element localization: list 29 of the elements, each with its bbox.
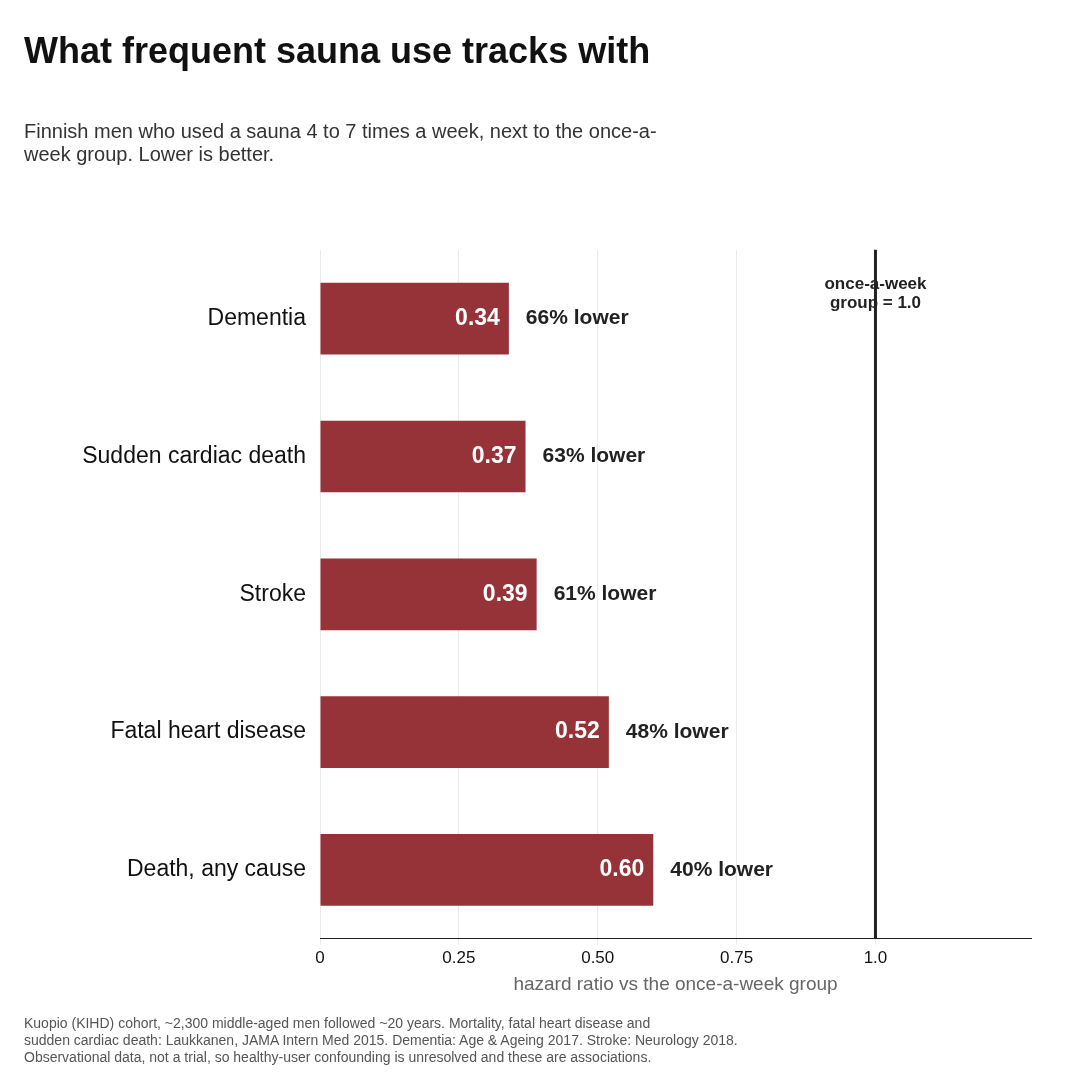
annotation: 66% lower <box>525 305 629 329</box>
text: Kuopio (KIHD) cohort, ~2,300 middle-aged men followed ~20 years. Mortality, fatal heart disease and sudden cardiac death: Laukkanen, JAMA Intern Med 2015. Dementia: Age & Ageing 2017. Stroke: Neurology 2018. Observational data, not a trial, so healthy-user confounding is unresolved and these are associations. <box>24 1015 738 1066</box>
data-label: 0.34 <box>455 304 501 331</box>
x-axis-title: hazard ratio vs the once-a-week group <box>513 972 838 994</box>
x-tick-label: 0.25 <box>442 947 476 967</box>
bar <box>320 282 509 355</box>
bar <box>320 420 526 493</box>
data-label: 0.60 <box>599 855 645 882</box>
y-tick-label: Sudden cardiac death <box>82 441 306 468</box>
data-label: 0.37 <box>471 441 517 468</box>
data-label: 0.39 <box>482 579 528 606</box>
bar <box>320 558 537 631</box>
y-tick-label: Stroke <box>239 579 306 606</box>
y-tick-label: Fatal heart disease <box>110 717 306 744</box>
bar <box>320 696 609 768</box>
y-tick-label: Death, any cause <box>126 855 306 882</box>
x-tick-label: 0.75 <box>720 947 754 967</box>
x-tick-label: 1.0 <box>863 947 888 967</box>
chart-title: What frequent sauna use tracks with <box>24 30 651 72</box>
chart-subtitle: Finnish men who used a sauna 4 to 7 times a week, next to the once-a-week group. Lower is better. <box>24 120 658 166</box>
annotation: 48% lower <box>625 718 729 742</box>
x-tick-label: 0 <box>315 947 325 967</box>
y-tick-label: Dementia <box>207 304 307 331</box>
annotation: 40% lower <box>670 856 773 880</box>
bar <box>320 834 654 906</box>
data-label: 0.52 <box>555 717 600 744</box>
annotation: 63% lower <box>542 443 646 467</box>
x-tick-label: 0.50 <box>581 947 615 967</box>
annotation: 61% lower <box>553 581 657 605</box>
